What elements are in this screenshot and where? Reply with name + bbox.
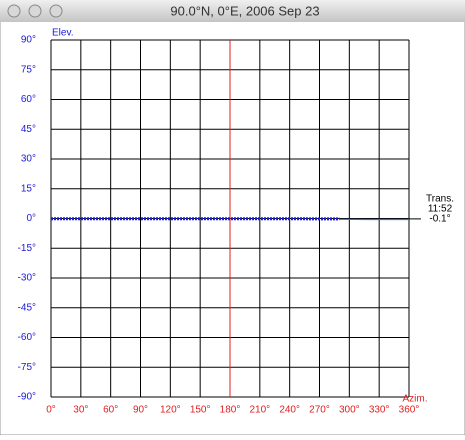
x-tick-label: 210°	[249, 405, 270, 416]
x-tick-label: 240°	[279, 405, 300, 416]
close-button[interactable]	[8, 5, 20, 17]
minimize-button[interactable]	[29, 5, 41, 17]
y-tick-label: -60°	[18, 332, 36, 343]
y-tick-label: 15°	[21, 183, 36, 194]
zoom-button[interactable]	[50, 5, 62, 17]
y-tick-label: 0°	[26, 213, 36, 224]
x-tick-label: 300°	[339, 405, 360, 416]
x-axis-label: Azim.	[403, 394, 428, 405]
window-title: 90.0°N, 0°E, 2006 Sep 23	[170, 3, 319, 18]
x-tick-label: 0°	[46, 405, 56, 416]
y-tick-label: -45°	[18, 302, 36, 313]
x-tick-label: 270°	[309, 405, 330, 416]
y-axis-label: Elev.	[52, 28, 74, 39]
annotation: -0.1°	[429, 214, 450, 225]
y-tick-label: -15°	[18, 243, 36, 254]
y-tick-label: 30°	[21, 154, 36, 165]
y-tick-label: -30°	[18, 273, 36, 284]
x-tick-label: 90°	[133, 405, 148, 416]
y-tick-label: 90°	[21, 35, 36, 46]
x-tick-label: 150°	[190, 405, 211, 416]
y-tick-label: -90°	[18, 392, 36, 403]
y-tick-label: -75°	[18, 362, 36, 373]
x-tick-label: 180°	[220, 405, 241, 416]
x-tick-label: 120°	[160, 405, 181, 416]
x-tick-label: 330°	[369, 405, 390, 416]
x-tick-label: 360°	[399, 405, 420, 416]
y-tick-label: 60°	[21, 94, 36, 105]
y-tick-label: 75°	[21, 64, 36, 75]
y-tick-label: 45°	[21, 124, 36, 135]
x-tick-label: 30°	[73, 405, 88, 416]
x-tick-label: 60°	[103, 405, 118, 416]
